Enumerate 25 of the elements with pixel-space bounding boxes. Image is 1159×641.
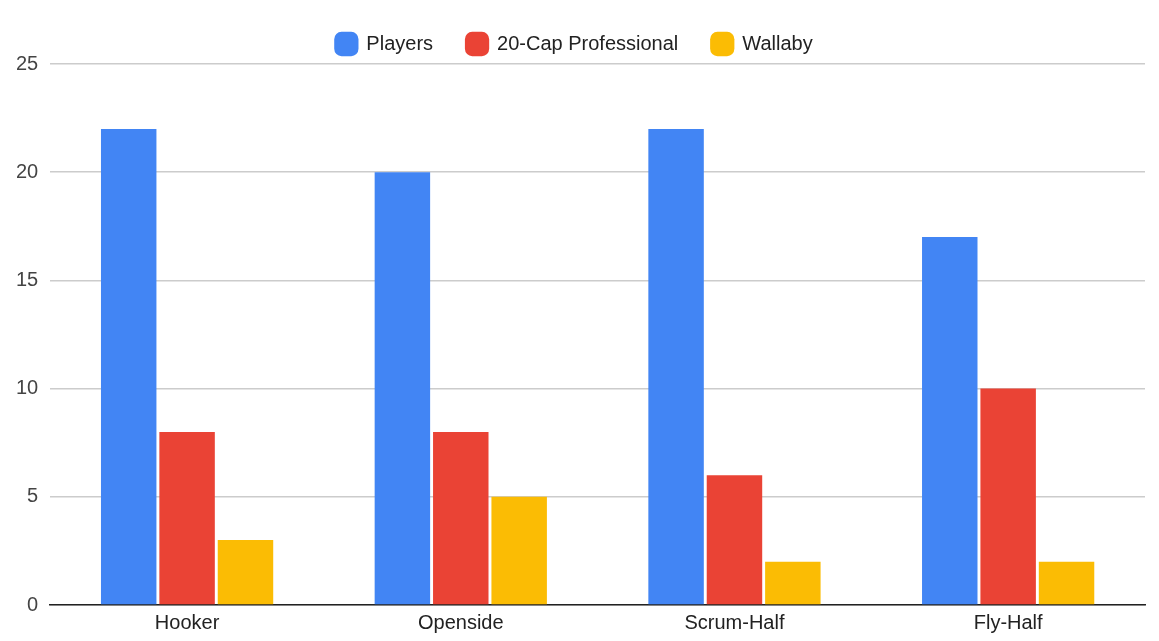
bar xyxy=(433,431,489,605)
bar xyxy=(922,237,978,605)
bar xyxy=(648,128,704,605)
legend-label: 20-Cap Professional xyxy=(497,31,679,54)
y-tick-label: 10 xyxy=(16,376,39,399)
x-tick-label: Scrum-Half xyxy=(684,610,785,633)
bar xyxy=(765,561,821,605)
bar xyxy=(706,475,763,605)
bar xyxy=(217,540,274,605)
y-tick-label: 20 xyxy=(16,159,39,182)
legend-label: Players xyxy=(366,31,434,54)
x-tick-label: Hooker xyxy=(154,610,220,633)
y-tick-label: 25 xyxy=(16,51,39,74)
y-tick-label: 5 xyxy=(27,484,39,507)
bar xyxy=(980,388,1036,605)
x-tick-label: Openside xyxy=(417,610,504,633)
bar xyxy=(100,128,157,605)
y-tick-label: 0 xyxy=(27,592,39,615)
x-tick-label: Fly-Half xyxy=(973,610,1044,633)
bar xyxy=(374,172,431,605)
legend-label: Wallaby xyxy=(742,31,813,54)
y-tick-label: 15 xyxy=(16,267,39,290)
bar xyxy=(491,496,547,605)
bar xyxy=(159,431,215,605)
bar xyxy=(1038,561,1095,605)
